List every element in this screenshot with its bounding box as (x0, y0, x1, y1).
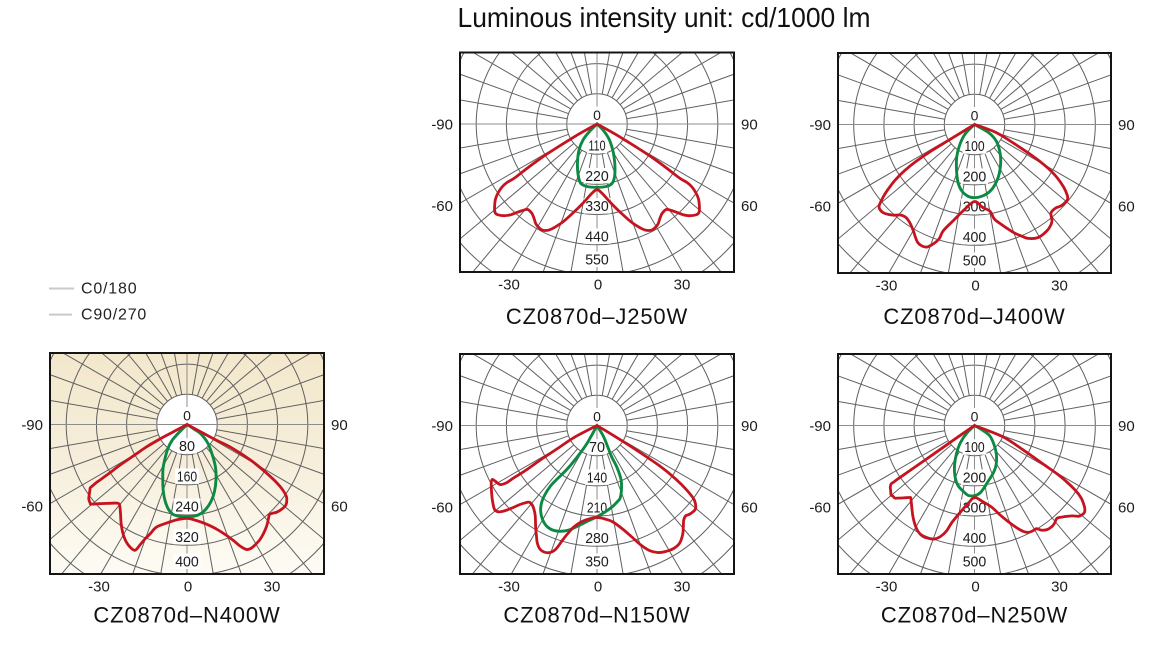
svg-text:60: 60 (741, 198, 758, 215)
svg-text:30: 30 (1051, 278, 1068, 295)
svg-text:330: 330 (585, 198, 609, 215)
svg-text:500: 500 (963, 253, 987, 270)
svg-text:90: 90 (1118, 418, 1135, 435)
svg-text:CZ0870d–J250W: CZ0870d–J250W (506, 304, 688, 329)
svg-text:CZ0870d–N400W: CZ0870d–N400W (93, 603, 280, 628)
svg-text:0: 0 (971, 409, 979, 425)
svg-text:-60: -60 (431, 500, 453, 517)
svg-text:400: 400 (963, 530, 987, 547)
svg-text:-90: -90 (21, 417, 43, 434)
svg-text:0: 0 (183, 408, 191, 424)
svg-text:140: 140 (587, 469, 607, 486)
svg-text:550: 550 (585, 252, 609, 269)
svg-text:-30: -30 (498, 579, 520, 596)
svg-text:70: 70 (589, 439, 605, 456)
svg-text:-90: -90 (431, 418, 453, 435)
svg-text:240: 240 (175, 499, 199, 516)
svg-text:-30: -30 (88, 579, 110, 596)
svg-text:0: 0 (594, 277, 602, 294)
svg-text:60: 60 (741, 500, 758, 517)
svg-text:0: 0 (594, 579, 602, 596)
svg-text:110: 110 (589, 138, 606, 155)
svg-text:30: 30 (674, 579, 691, 596)
svg-text:0: 0 (971, 108, 979, 124)
svg-text:-30: -30 (876, 278, 898, 295)
svg-text:400: 400 (175, 554, 199, 571)
svg-text:30: 30 (264, 579, 281, 596)
svg-text:-60: -60 (809, 500, 831, 517)
svg-text:-90: -90 (431, 117, 453, 134)
svg-text:90: 90 (741, 418, 758, 435)
svg-text:Luminous intensity unit: cd/10: Luminous intensity unit: cd/1000 lm (458, 2, 871, 33)
svg-text:60: 60 (331, 499, 348, 516)
svg-text:-30: -30 (498, 277, 520, 294)
svg-text:0: 0 (593, 107, 601, 123)
svg-text:200: 200 (963, 469, 987, 486)
svg-text:100: 100 (964, 439, 984, 456)
svg-text:100: 100 (964, 138, 984, 155)
svg-text:CZ0870d–J400W: CZ0870d–J400W (883, 304, 1065, 329)
svg-text:0: 0 (593, 409, 601, 425)
svg-text:80: 80 (179, 438, 195, 455)
svg-text:300: 300 (963, 199, 987, 216)
svg-text:280: 280 (585, 530, 609, 547)
svg-text:-30: -30 (876, 579, 898, 596)
svg-text:0: 0 (971, 278, 979, 295)
svg-text:0: 0 (184, 579, 192, 596)
svg-text:0: 0 (971, 579, 979, 596)
svg-text:-90: -90 (809, 117, 831, 134)
svg-text:60: 60 (1118, 500, 1135, 517)
svg-text:90: 90 (1118, 117, 1135, 134)
svg-text:C90/270: C90/270 (81, 307, 147, 324)
svg-text:-60: -60 (809, 199, 831, 216)
svg-text:30: 30 (1051, 579, 1068, 596)
svg-text:320: 320 (175, 529, 199, 546)
svg-text:C0/180: C0/180 (81, 281, 137, 298)
svg-text:400: 400 (963, 229, 987, 246)
svg-text:160: 160 (177, 468, 197, 485)
svg-text:90: 90 (331, 417, 348, 434)
svg-text:CZ0870d–N150W: CZ0870d–N150W (503, 603, 690, 628)
svg-text:60: 60 (1118, 199, 1135, 216)
svg-text:350: 350 (585, 554, 609, 571)
svg-text:220: 220 (585, 168, 609, 185)
svg-text:90: 90 (741, 117, 758, 134)
svg-text:-60: -60 (21, 499, 43, 516)
svg-text:440: 440 (585, 228, 609, 245)
svg-text:500: 500 (963, 554, 987, 571)
svg-text:200: 200 (963, 168, 987, 185)
svg-text:-90: -90 (809, 418, 831, 435)
svg-text:CZ0870d–N250W: CZ0870d–N250W (881, 603, 1068, 628)
svg-text:-60: -60 (431, 198, 453, 215)
svg-text:30: 30 (674, 277, 691, 294)
